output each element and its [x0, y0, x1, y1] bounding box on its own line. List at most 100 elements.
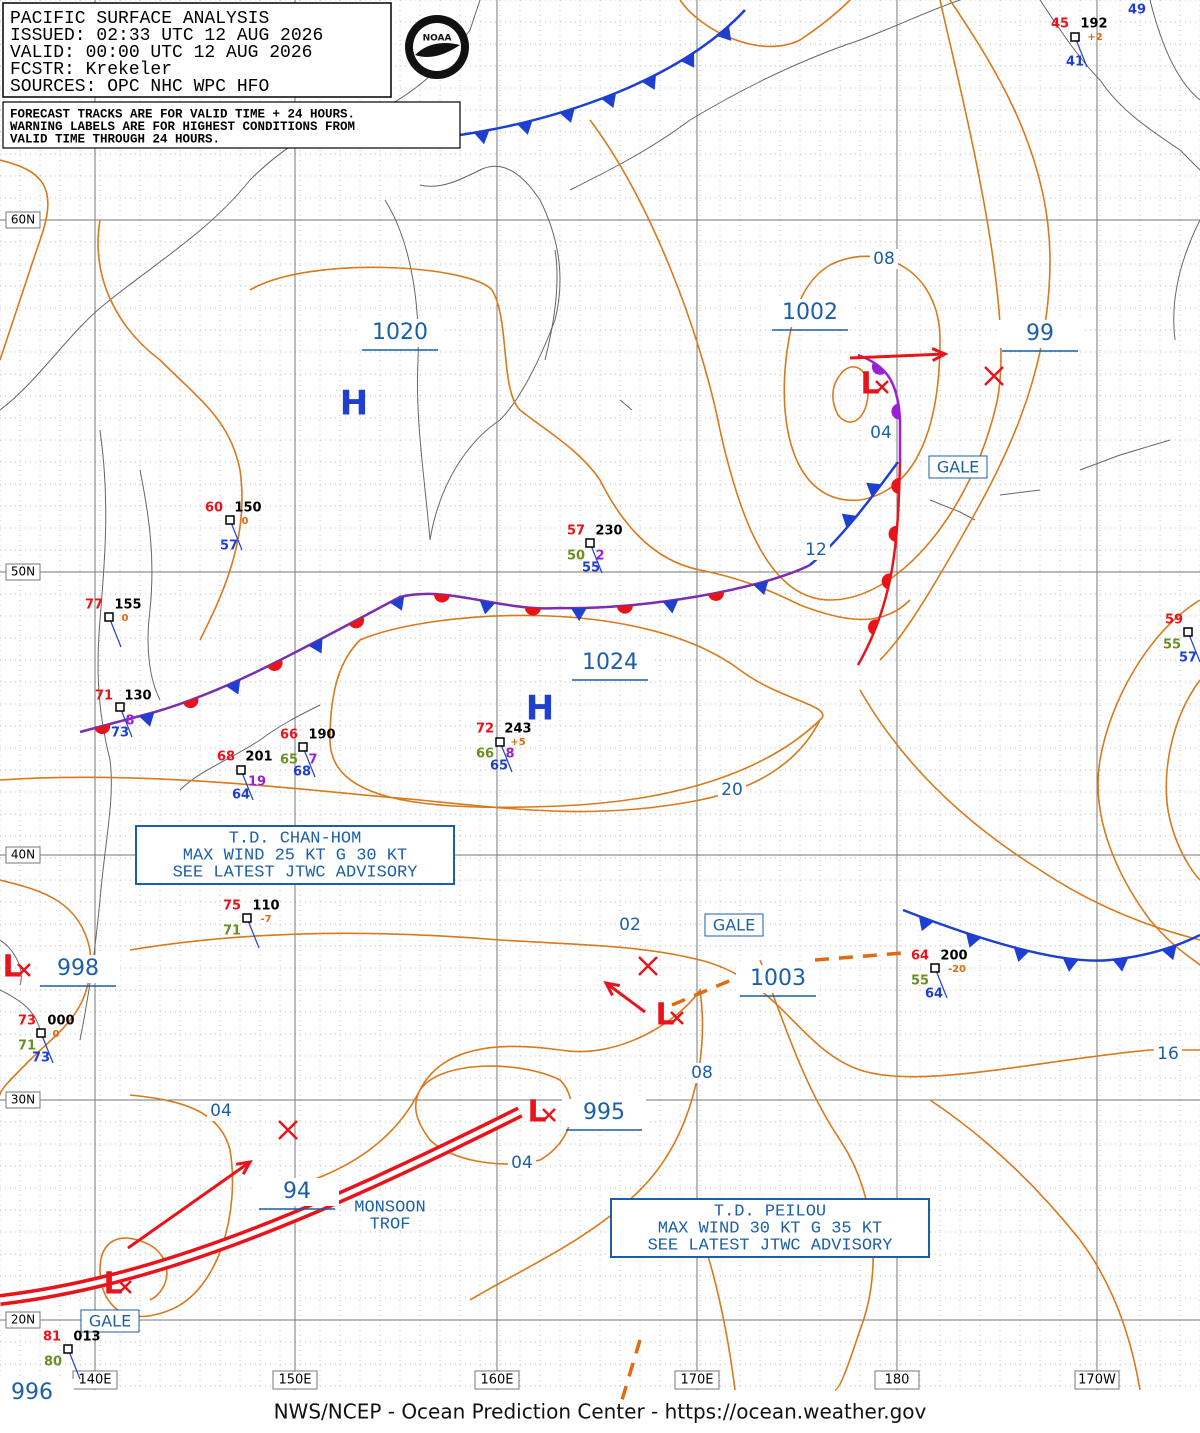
isobar-label: 20 [721, 780, 743, 800]
isobar-label: 02 [619, 915, 641, 935]
cold-front-symbol [308, 638, 323, 654]
isobar-label: 12 [805, 540, 827, 560]
low-center: L [860, 367, 879, 402]
warm-front-symbol [868, 619, 879, 635]
isobar-label: 04 [870, 423, 892, 443]
x-mark [984, 366, 1004, 386]
wind-barb [246, 917, 260, 949]
station-value: 59 [1165, 613, 1183, 628]
coastline [0, 219, 1200, 1031]
station-marker [585, 538, 595, 548]
advisory-box [610, 1198, 930, 1258]
lat-label-box [5, 1311, 41, 1329]
isobar-label-bg [870, 249, 898, 269]
station-marker [1183, 627, 1193, 637]
warm-front-symbol [891, 403, 900, 420]
station-value: -20 [948, 964, 966, 975]
cold-front-symbol [516, 120, 533, 135]
isobar [679, 0, 1051, 661]
station-value: 64 [232, 788, 250, 803]
front-line [902, 908, 1200, 962]
wind-barb [1187, 631, 1200, 663]
isobar-label: 08 [691, 1063, 713, 1083]
warm-front-symbol [524, 607, 541, 616]
station-value: 41 [1066, 55, 1084, 70]
x-mark [875, 380, 889, 394]
isobar-label-bg [688, 1063, 716, 1083]
warm-front-symbol [94, 724, 111, 735]
pressure-center: 1002 [782, 300, 838, 325]
advisory-line: SEE LATEST JTWC ADVISORY [648, 1236, 893, 1255]
warm-front-symbol [349, 616, 365, 629]
station-marker [1070, 32, 1080, 42]
advisory-line: SEE LATEST JTWC ADVISORY [173, 863, 418, 882]
front-line [856, 461, 902, 666]
station-value: 81 [43, 1330, 61, 1345]
wind-barb [934, 967, 948, 999]
station-value: 68 [293, 765, 311, 780]
low-center: L [655, 998, 674, 1033]
station-value: 73 [32, 1051, 50, 1066]
latitude-label: 60N [11, 213, 35, 227]
station-value: 55 [911, 974, 929, 989]
advisory-line: MAX WIND 30 KT G 35 KT [658, 1219, 882, 1238]
isobar [249, 266, 911, 621]
station-value: 7 [308, 753, 317, 768]
warm-front-symbol [881, 573, 892, 590]
x-mark [638, 956, 658, 976]
coastline [544, 0, 961, 361]
wind-barb [589, 542, 603, 574]
isobar-label-bg [867, 423, 895, 443]
isobar-label-bg [616, 915, 644, 935]
isobar-label-bg [207, 1101, 235, 1121]
station-value: 65 [490, 759, 508, 774]
center-label-bg [562, 1099, 646, 1127]
station-value: 68 [217, 750, 235, 765]
isobar [859, 689, 1200, 941]
station-value: 000 [47, 1014, 74, 1029]
station-value: 50 [567, 549, 585, 564]
longitude-label: 180 [885, 1373, 910, 1388]
pressure-center: 1024 [582, 650, 638, 675]
station-value: 230 [595, 524, 622, 539]
wind-barb [1074, 36, 1088, 68]
station-value: 60 [205, 501, 223, 516]
cold-front-symbol [1013, 947, 1030, 962]
station-value: 55 [582, 561, 600, 576]
x-mark [278, 1120, 298, 1140]
station-value: 72 [476, 722, 494, 737]
warm-front-symbol [182, 697, 199, 709]
station-value: 64 [925, 987, 943, 1002]
cold-front-symbol [641, 74, 657, 90]
latitude-label: 30N [11, 1093, 35, 1107]
center-label-bg [36, 955, 120, 983]
monsoon-trough-inner [0, 1109, 522, 1303]
station-value: 2 [595, 549, 604, 564]
station-value: 8 [505, 747, 514, 762]
cold-front-symbol [570, 607, 587, 622]
lon-label-box [272, 1370, 318, 1390]
cold-front-symbol [680, 52, 695, 68]
center-label-bg [255, 1178, 339, 1206]
station-value: 243 [504, 722, 531, 737]
header-line: PACIFIC SURFACE ANALYSIS [10, 9, 269, 29]
station-value: 71 [223, 924, 241, 939]
center-label-bg [768, 299, 852, 327]
x-mark [118, 1280, 132, 1294]
track-arrow-head [235, 1160, 253, 1175]
low-center: L [527, 1095, 546, 1130]
station-value: 0 [122, 613, 129, 624]
trough-label: MONSOON [354, 1198, 425, 1217]
center-label-bg [998, 320, 1082, 348]
station-marker [225, 515, 235, 525]
cold-front-symbol [716, 25, 732, 41]
wind-barb [119, 706, 133, 738]
station-value: 71 [18, 1039, 36, 1054]
cold-front-symbol [1062, 957, 1079, 972]
pressure-center: 1003 [750, 966, 806, 991]
latitude-label: 40N [11, 848, 35, 862]
isobar-label: 04 [210, 1101, 232, 1121]
station-value: 66 [280, 728, 298, 743]
cold-front-symbol [389, 596, 405, 611]
